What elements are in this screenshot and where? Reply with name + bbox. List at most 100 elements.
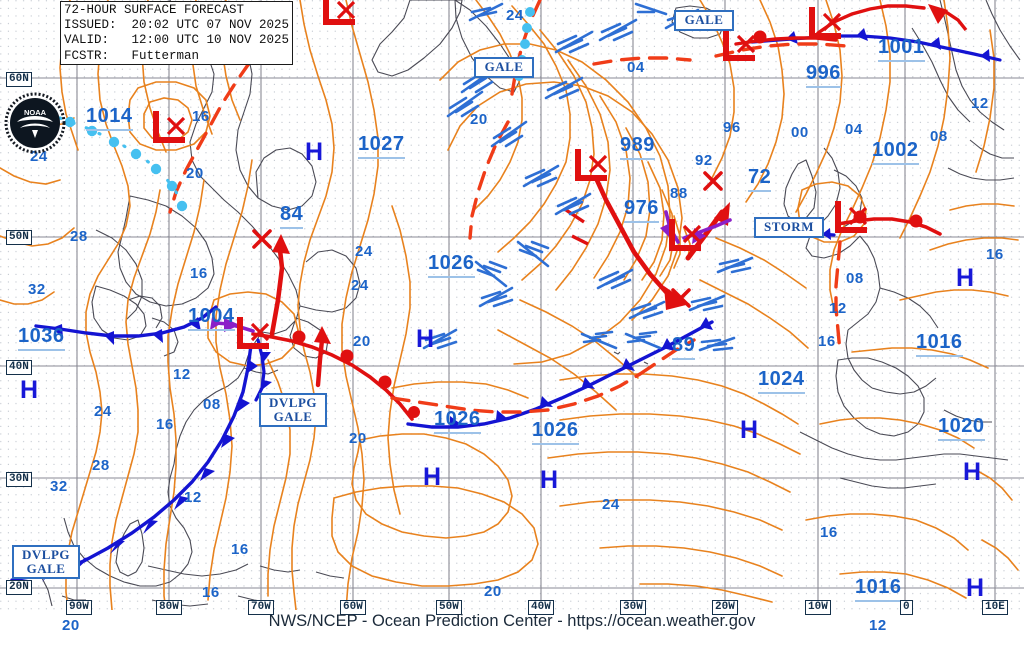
wind-barb xyxy=(634,2,668,16)
pressure-value-label: 72 xyxy=(748,166,772,192)
wind-barbs xyxy=(422,2,754,352)
cold-front-pips-2 xyxy=(52,317,201,345)
isobar-label: 04 xyxy=(845,121,863,138)
longitude-tick: 0 xyxy=(900,600,913,615)
isobar-label: 16 xyxy=(190,265,208,282)
pressure-value-label: 1014 xyxy=(86,105,133,131)
low-marker xyxy=(153,111,186,143)
wind-barb xyxy=(596,268,634,290)
pressure-value-label: 976 xyxy=(624,197,659,223)
cold-front-pips-6 xyxy=(259,352,272,392)
isobars xyxy=(0,0,1019,610)
wind-barb xyxy=(688,294,726,312)
attribution-text: NWS/NCEP - Ocean Prediction Center - htt… xyxy=(268,612,756,630)
header-valid: VALID: 12:00 UTC 10 NOV 2025 xyxy=(64,33,290,48)
stationary-front xyxy=(58,7,535,212)
wind-barb xyxy=(446,90,484,118)
coastlines xyxy=(29,0,1021,607)
isobar-label: 92 xyxy=(695,152,713,169)
high-pressure-symbol: H xyxy=(305,138,324,166)
header-issued: ISSUED: 20:02 UTC 07 NOV 2025 xyxy=(64,18,290,33)
isobar-label: 28 xyxy=(70,228,88,245)
isobar-label: 24 xyxy=(94,403,112,420)
isobar-label: 20 xyxy=(484,583,502,600)
longitude-tick: 30W xyxy=(620,600,646,615)
latitude-tick: 20N xyxy=(6,580,32,595)
pressure-value-label: 989 xyxy=(620,134,655,160)
longitude-tick: 10E xyxy=(982,600,1008,615)
pressure-value-label: 1001 xyxy=(878,36,925,62)
isobar-label: 00 xyxy=(791,124,809,141)
high-pressure-symbol: H xyxy=(966,574,985,602)
longitude-tick: 10W xyxy=(805,600,831,615)
isobar-label: 20 xyxy=(186,165,204,182)
warm-front-bumps-3 xyxy=(753,30,767,44)
isobar-label: 24 xyxy=(355,243,373,260)
wind-barb xyxy=(474,260,508,288)
gale-box-north: GALE xyxy=(674,10,734,31)
isobar-label: 12 xyxy=(971,95,989,112)
dvlpg-gale-box-1: DVLPG GALE xyxy=(259,393,327,427)
pressure-value-label: 996 xyxy=(806,62,841,88)
warm-front-bumps xyxy=(292,330,420,418)
isobar-label: 12 xyxy=(829,300,847,317)
storm-box: STORM xyxy=(754,217,824,238)
isobar-label: 20 xyxy=(62,617,80,634)
low-marker xyxy=(835,201,868,233)
graticule-major xyxy=(0,0,1024,610)
map-canvas[interactable] xyxy=(0,0,1024,610)
wind-barb xyxy=(628,300,666,320)
wind-barb xyxy=(516,240,550,268)
pressure-value-label: 89 xyxy=(672,334,696,360)
latitude-tick: 40N xyxy=(6,360,32,375)
cold-front-pips xyxy=(42,360,258,582)
high-pressure-symbol: H xyxy=(740,416,759,444)
wind-barb xyxy=(554,30,594,54)
isobar-label: 28 xyxy=(92,457,110,474)
pressure-value-label: 1020 xyxy=(938,415,985,441)
header-fcstr: FCSTR: Futterman xyxy=(64,48,200,63)
low-marker xyxy=(575,149,608,181)
isobar-label: 16 xyxy=(231,541,249,558)
wind-barb xyxy=(422,328,458,350)
isobar-label: 16 xyxy=(156,416,174,433)
motion-arrowhead-3 xyxy=(314,326,331,344)
cyclone-track-arrowhead xyxy=(664,286,690,310)
longitude-tick: 70W xyxy=(248,600,274,615)
pressure-value-label: 1002 xyxy=(872,139,919,165)
wind-barb xyxy=(716,256,754,274)
gale-box-greenland: GALE xyxy=(474,57,534,78)
isobar-label: 24 xyxy=(506,7,524,24)
isobar-label: 16 xyxy=(820,524,838,541)
pressure-value-label: 1016 xyxy=(855,576,902,602)
isobar-label: 88 xyxy=(670,185,688,202)
pressure-value-label: 1026 xyxy=(428,252,475,278)
dvlpg-gale-box-2: DVLPG GALE xyxy=(12,545,80,579)
isobar-label: 04 xyxy=(627,59,645,76)
wind-barb xyxy=(522,164,560,188)
isobar-label: 96 xyxy=(723,119,741,136)
x-markers xyxy=(252,171,723,308)
isobar-label: 16 xyxy=(986,246,1004,263)
wind-barb xyxy=(490,120,528,148)
header-title: 72-HOUR SURFACE FORECAST xyxy=(64,3,245,17)
x-marker xyxy=(671,288,691,308)
pressure-value-label: 84 xyxy=(280,203,304,229)
isobar-label: 08 xyxy=(930,128,948,145)
wind-barb xyxy=(554,192,592,216)
isobar-label: 16 xyxy=(202,584,220,601)
isobar-label: 12 xyxy=(173,366,191,383)
isobar-label: 08 xyxy=(203,396,221,413)
warm-fronts xyxy=(251,4,968,421)
latitude-tick: 50N xyxy=(6,230,32,245)
low-marker xyxy=(809,7,842,39)
longitude-tick: 60W xyxy=(340,600,366,615)
isobar-label: 20 xyxy=(349,430,367,447)
isobar-label: 20 xyxy=(353,333,371,350)
low-markers xyxy=(153,0,868,349)
low-marker xyxy=(323,0,356,25)
occluded-pip xyxy=(224,318,240,332)
cold-front-pips-3 xyxy=(450,317,713,426)
x-marker xyxy=(252,229,272,249)
